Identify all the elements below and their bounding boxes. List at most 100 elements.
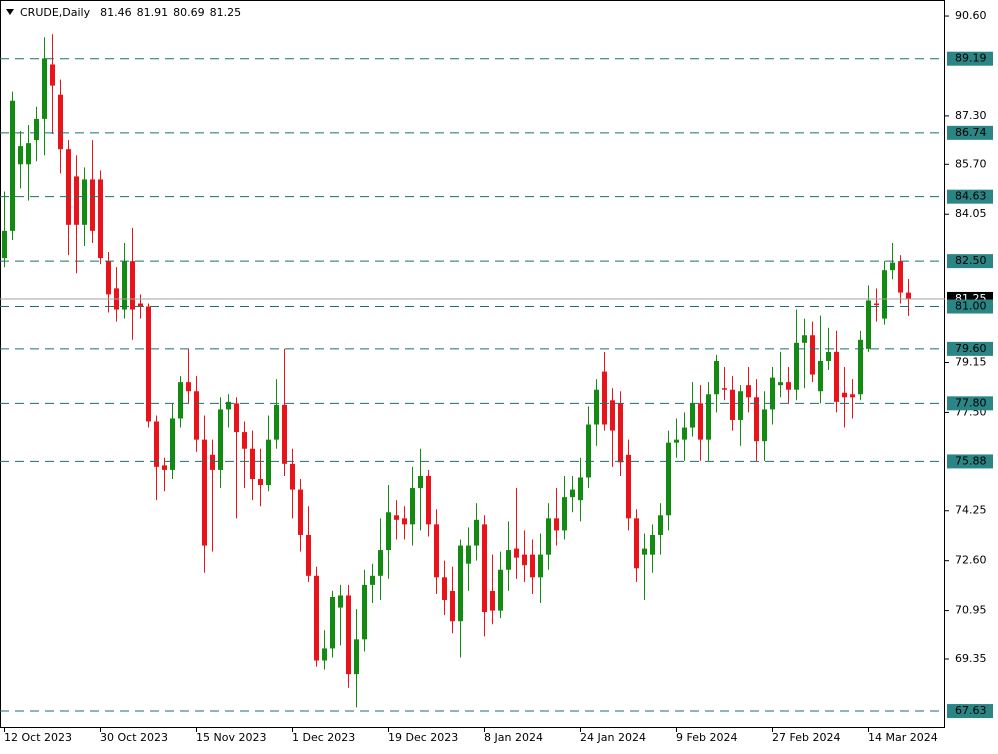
candle-body — [802, 335, 807, 343]
y-tick-label: 84.05 — [955, 207, 987, 220]
candle-body — [418, 475, 423, 489]
y-tick-label: 79.15 — [955, 355, 987, 368]
candle-body — [402, 518, 407, 525]
y-tick-label: 90.60 — [955, 9, 987, 22]
candle-body — [290, 463, 295, 490]
symbol-menu-arrow[interactable] — [6, 9, 14, 15]
candle-body — [746, 385, 751, 398]
candle-body — [698, 403, 703, 440]
level-label-box — [947, 454, 993, 469]
candle-body — [538, 554, 543, 578]
candle-body — [778, 382, 783, 386]
plot-border — [0, 0, 945, 728]
candle-body — [874, 303, 879, 305]
candle-body — [2, 230, 7, 259]
x-tick-label: 24 Jan 2024 — [580, 731, 646, 744]
candle-body — [226, 401, 231, 410]
candle-body — [466, 545, 471, 564]
header-high: 81.91 — [137, 6, 169, 19]
candle-body — [146, 306, 151, 422]
candle-body — [90, 179, 95, 231]
candle-body — [322, 648, 327, 661]
x-tick-label: 30 Oct 2023 — [100, 731, 168, 744]
candle-body — [138, 303, 143, 307]
candle-body — [306, 534, 311, 576]
candle-body — [674, 439, 679, 443]
candle-body — [618, 403, 623, 463]
candle-body — [762, 409, 767, 442]
candle-body — [362, 584, 367, 640]
candle-body — [898, 261, 903, 293]
candle-body — [58, 94, 63, 150]
candle-body — [690, 403, 695, 428]
candle-body — [610, 400, 615, 431]
candle-body — [10, 100, 15, 231]
level-label: 84.63 — [955, 190, 987, 203]
candle-body — [258, 478, 263, 486]
candle-body — [162, 465, 167, 470]
candle-body — [754, 397, 759, 442]
candle-body — [682, 427, 687, 440]
candle-body — [250, 448, 255, 479]
level-label: 82.50 — [955, 254, 987, 267]
candle-body — [602, 371, 607, 425]
candle-body — [866, 300, 871, 349]
candle-body — [458, 545, 463, 622]
candle-body — [522, 554, 527, 566]
candle-body — [234, 403, 239, 433]
candle-body — [650, 534, 655, 555]
y-tick-label: 72.60 — [955, 554, 987, 567]
candle-body — [186, 382, 191, 392]
level-label: 79.60 — [955, 342, 987, 355]
level-label: 81.00 — [955, 300, 987, 313]
header-close: 81.25 — [210, 6, 242, 19]
x-tick-label: 8 Jan 2024 — [484, 731, 543, 744]
candle-body — [74, 176, 79, 225]
candle-body — [770, 377, 775, 410]
level-label-box — [947, 341, 993, 356]
candle-body — [26, 143, 31, 165]
candle-body — [810, 335, 815, 375]
candle-body — [202, 439, 207, 546]
candle-body — [530, 554, 535, 578]
candle-body — [154, 421, 159, 467]
header-open: 81.46 — [100, 6, 132, 19]
candle-body — [666, 442, 671, 516]
candle-body — [730, 389, 735, 420]
candle-body — [626, 454, 631, 519]
candle-body — [738, 391, 743, 420]
x-tick-label: 1 Dec 2023 — [292, 731, 355, 744]
y-tick-label: 69.35 — [955, 652, 987, 665]
candle-body — [338, 595, 343, 608]
candle-body — [194, 391, 199, 440]
y-tick-label: 85.70 — [955, 157, 987, 170]
candle-body — [506, 550, 511, 570]
candle-body — [282, 404, 287, 464]
candle-body — [210, 454, 215, 470]
candle-body — [170, 418, 175, 470]
candle-body — [498, 569, 503, 611]
candle-body — [266, 439, 271, 486]
candle-body — [434, 524, 439, 578]
candle-body — [178, 382, 183, 419]
level-label: 86.74 — [955, 126, 987, 139]
candle-body — [410, 488, 415, 525]
candle-body — [106, 261, 111, 295]
candle-body — [490, 590, 495, 611]
x-tick-label: 12 Oct 2023 — [4, 731, 72, 744]
candle-body — [842, 392, 847, 398]
candle-body — [42, 58, 47, 119]
candle-body — [442, 577, 447, 601]
level-label: 67.63 — [955, 704, 987, 717]
candle-body — [450, 590, 455, 622]
candle-body — [98, 179, 103, 259]
candle-body — [594, 389, 599, 425]
chart-header: CRUDE,Daily 81.46 81.91 80.69 81.25 — [20, 6, 241, 19]
candle-body — [634, 518, 639, 569]
candle-body — [794, 342, 799, 390]
candle-body — [378, 550, 383, 576]
level-label-box — [947, 125, 993, 140]
candle-body — [354, 639, 359, 675]
